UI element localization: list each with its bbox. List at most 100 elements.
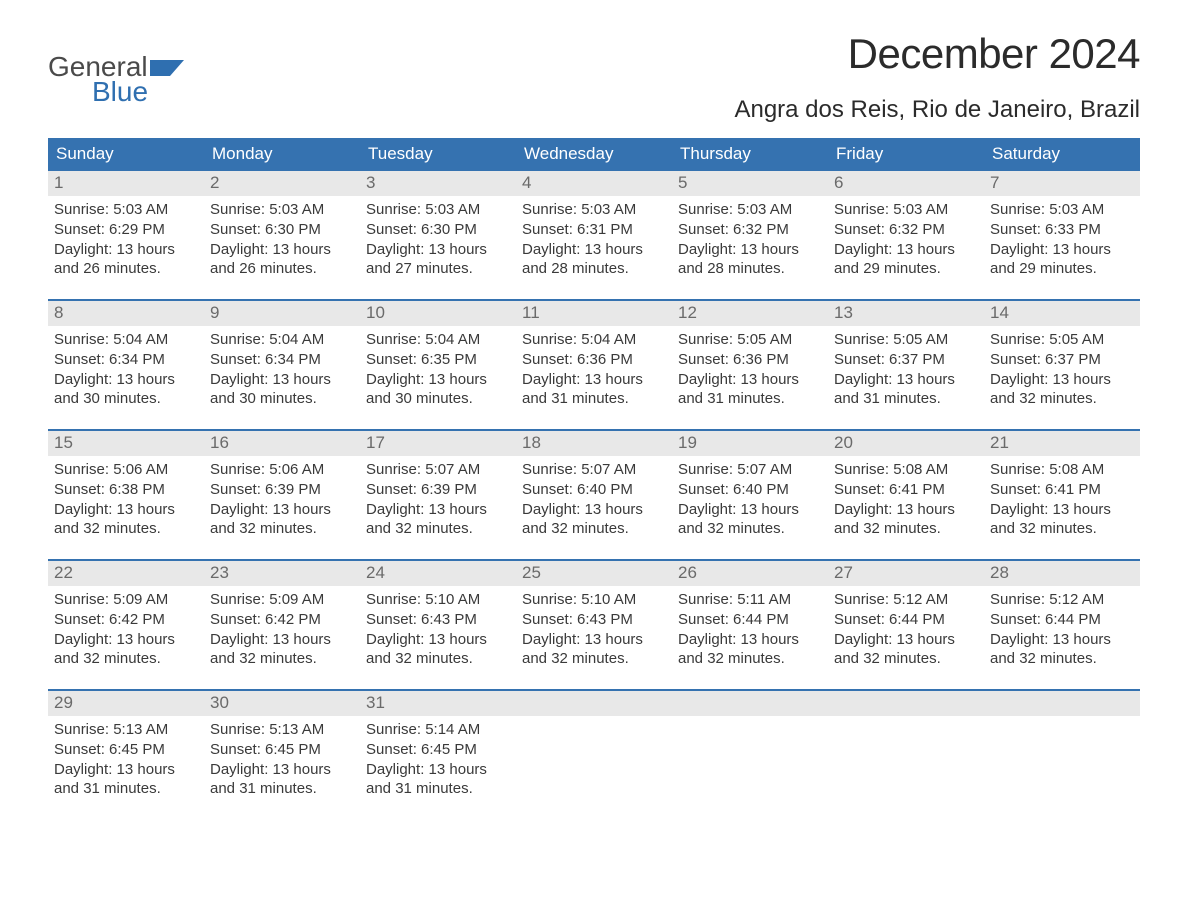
month-title: December 2024 — [734, 30, 1140, 78]
day-body: Sunrise: 5:12 AMSunset: 6:44 PMDaylight:… — [828, 586, 984, 675]
day-number: 9 — [210, 303, 219, 322]
day-number: 25 — [522, 563, 541, 582]
day-number — [990, 693, 995, 712]
day-cell: 7Sunrise: 5:03 AMSunset: 6:33 PMDaylight… — [984, 171, 1140, 293]
day-cell: 4Sunrise: 5:03 AMSunset: 6:31 PMDaylight… — [516, 171, 672, 293]
day-body: Sunrise: 5:05 AMSunset: 6:37 PMDaylight:… — [828, 326, 984, 415]
day-line-ss: Sunset: 6:34 PM — [54, 350, 198, 370]
day-cell: 9 Sunrise: 5:04 AMSunset: 6:34 PMDaylight… — [204, 301, 360, 423]
day-line-dl2: and 32 minutes. — [366, 519, 510, 539]
day-number-row: 5 — [672, 171, 828, 196]
day-number: 13 — [834, 303, 853, 322]
day-line-sr: Sunrise: 5:03 AM — [990, 200, 1134, 220]
day-cell: 28Sunrise: 5:12 AMSunset: 6:44 PMDayligh… — [984, 561, 1140, 683]
day-line-dl1: Daylight: 13 hours — [678, 240, 822, 260]
day-line-sr: Sunrise: 5:10 AM — [522, 590, 666, 610]
day-line-dl1: Daylight: 13 hours — [990, 630, 1134, 650]
day-line-dl1: Daylight: 13 hours — [210, 370, 354, 390]
day-number-row: 17 — [360, 431, 516, 456]
day-line-dl1: Daylight: 13 hours — [366, 240, 510, 260]
day-line-dl2: and 26 minutes. — [54, 259, 198, 279]
day-line-ss: Sunset: 6:44 PM — [990, 610, 1134, 630]
day-body: Sunrise: 5:06 AMSunset: 6:39 PMDaylight:… — [204, 456, 360, 545]
day-number: 14 — [990, 303, 1009, 322]
day-number-row — [672, 691, 828, 716]
day-body: Sunrise: 5:05 AMSunset: 6:37 PMDaylight:… — [984, 326, 1140, 415]
day-line-sr: Sunrise: 5:07 AM — [678, 460, 822, 480]
day-line-sr: Sunrise: 5:04 AM — [210, 330, 354, 350]
day-line-dl2: and 31 minutes. — [678, 389, 822, 409]
day-line-dl2: and 32 minutes. — [990, 519, 1134, 539]
day-cell: 30Sunrise: 5:13 AMSunset: 6:45 PMDayligh… — [204, 691, 360, 813]
header: General Blue December 2024 Angra dos Rei… — [48, 30, 1140, 124]
day-cell — [984, 691, 1140, 813]
day-line-dl2: and 30 minutes. — [210, 389, 354, 409]
day-number: 22 — [54, 563, 73, 582]
day-number-row: 1 — [48, 171, 204, 196]
day-line-ss: Sunset: 6:30 PM — [210, 220, 354, 240]
day-line-sr: Sunrise: 5:12 AM — [990, 590, 1134, 610]
day-line-ss: Sunset: 6:43 PM — [522, 610, 666, 630]
day-number-row: 14 — [984, 301, 1140, 326]
day-line-dl2: and 28 minutes. — [522, 259, 666, 279]
day-number-row: 19 — [672, 431, 828, 456]
day-line-ss: Sunset: 6:35 PM — [366, 350, 510, 370]
day-line-dl1: Daylight: 13 hours — [210, 240, 354, 260]
day-cell: 12Sunrise: 5:05 AMSunset: 6:36 PMDayligh… — [672, 301, 828, 423]
day-line-dl1: Daylight: 13 hours — [366, 500, 510, 520]
day-cell: 31Sunrise: 5:14 AMSunset: 6:45 PMDayligh… — [360, 691, 516, 813]
day-number-row — [828, 691, 984, 716]
day-body: Sunrise: 5:11 AMSunset: 6:44 PMDaylight:… — [672, 586, 828, 675]
calendar: SundayMondayTuesdayWednesdayThursdayFrid… — [48, 138, 1140, 813]
day-line-ss: Sunset: 6:34 PM — [210, 350, 354, 370]
day-line-sr: Sunrise: 5:07 AM — [366, 460, 510, 480]
day-number: 1 — [54, 173, 63, 192]
day-line-ss: Sunset: 6:31 PM — [522, 220, 666, 240]
day-number: 3 — [366, 173, 375, 192]
day-cell: 27Sunrise: 5:12 AMSunset: 6:44 PMDayligh… — [828, 561, 984, 683]
day-line-ss: Sunset: 6:37 PM — [990, 350, 1134, 370]
day-line-ss: Sunset: 6:42 PM — [210, 610, 354, 630]
day-line-ss: Sunset: 6:44 PM — [834, 610, 978, 630]
day-line-sr: Sunrise: 5:14 AM — [366, 720, 510, 740]
day-line-dl1: Daylight: 13 hours — [210, 500, 354, 520]
day-line-ss: Sunset: 6:40 PM — [678, 480, 822, 500]
day-body: Sunrise: 5:03 AMSunset: 6:29 PMDaylight:… — [48, 196, 204, 285]
day-line-dl1: Daylight: 13 hours — [366, 370, 510, 390]
day-line-dl1: Daylight: 13 hours — [834, 370, 978, 390]
day-number: 21 — [990, 433, 1009, 452]
day-body: Sunrise: 5:04 AMSunset: 6:34 PMDaylight:… — [204, 326, 360, 415]
day-line-ss: Sunset: 6:41 PM — [990, 480, 1134, 500]
day-cell: 22Sunrise: 5:09 AMSunset: 6:42 PMDayligh… — [48, 561, 204, 683]
day-line-dl1: Daylight: 13 hours — [834, 240, 978, 260]
day-line-ss: Sunset: 6:33 PM — [990, 220, 1134, 240]
day-line-dl2: and 29 minutes. — [834, 259, 978, 279]
day-line-ss: Sunset: 6:37 PM — [834, 350, 978, 370]
day-number-row: 30 — [204, 691, 360, 716]
weekday-header-row: SundayMondayTuesdayWednesdayThursdayFrid… — [48, 138, 1140, 171]
day-line-dl2: and 32 minutes. — [522, 649, 666, 669]
day-body: Sunrise: 5:03 AMSunset: 6:30 PMDaylight:… — [204, 196, 360, 285]
day-line-dl2: and 31 minutes. — [210, 779, 354, 799]
day-cell: 10Sunrise: 5:04 AMSunset: 6:35 PMDayligh… — [360, 301, 516, 423]
week-row: 22Sunrise: 5:09 AMSunset: 6:42 PMDayligh… — [48, 559, 1140, 683]
day-line-ss: Sunset: 6:39 PM — [210, 480, 354, 500]
day-line-dl2: and 30 minutes. — [54, 389, 198, 409]
day-line-sr: Sunrise: 5:03 AM — [834, 200, 978, 220]
day-number-row: 29 — [48, 691, 204, 716]
day-cell: 14 Sunrise: 5:05 AMSunset: 6:37 PMDayligh… — [984, 301, 1140, 423]
day-number — [834, 693, 839, 712]
day-line-dl2: and 32 minutes. — [990, 389, 1134, 409]
day-line-dl2: and 31 minutes. — [366, 779, 510, 799]
week-row: 8Sunrise: 5:04 AMSunset: 6:34 PMDaylight… — [48, 299, 1140, 423]
day-line-sr: Sunrise: 5:04 AM — [54, 330, 198, 350]
day-cell: 21Sunrise: 5:08 AMSunset: 6:41 PMDayligh… — [984, 431, 1140, 553]
day-number-row: 16 — [204, 431, 360, 456]
day-cell: 25Sunrise: 5:10 AMSunset: 6:43 PMDayligh… — [516, 561, 672, 683]
weekday-header-cell: Saturday — [984, 138, 1140, 171]
day-number: 19 — [678, 433, 697, 452]
day-line-ss: Sunset: 6:42 PM — [54, 610, 198, 630]
day-line-ss: Sunset: 6:41 PM — [834, 480, 978, 500]
day-line-dl2: and 31 minutes. — [522, 389, 666, 409]
day-line-sr: Sunrise: 5:10 AM — [366, 590, 510, 610]
